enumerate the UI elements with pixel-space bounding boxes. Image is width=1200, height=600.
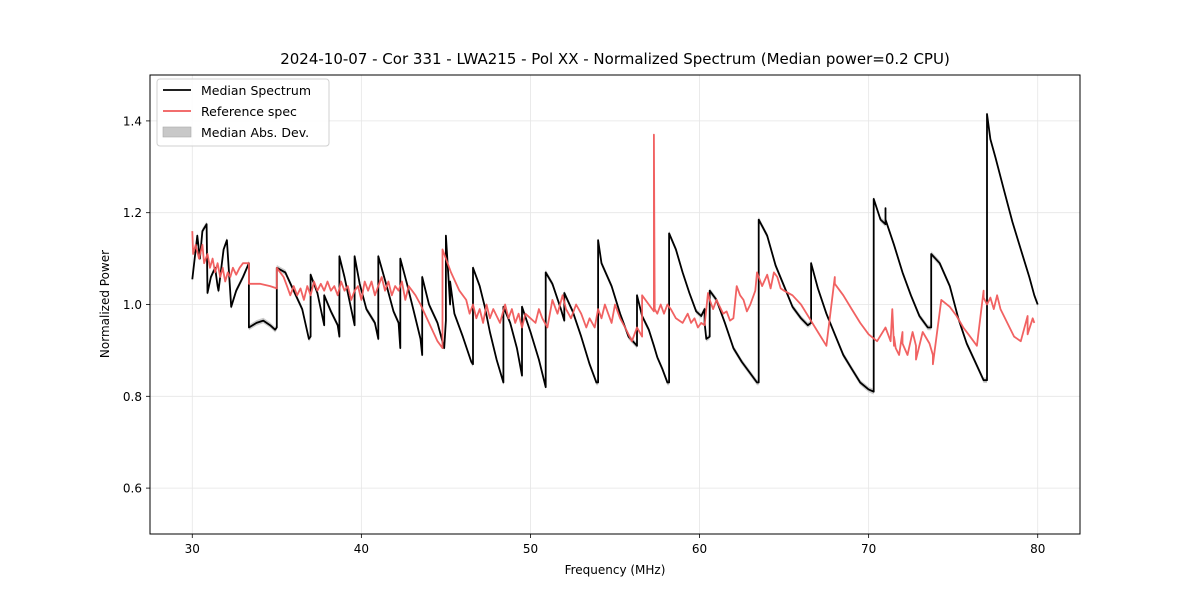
mad-band-area: [192, 111, 1038, 395]
legend-frame: [156, 78, 330, 147]
y-tick-label: 1.0: [123, 298, 142, 312]
x-tick-label: 70: [861, 542, 876, 556]
legend-label-median-spectrum: Median Spectrum: [201, 83, 311, 98]
legend: Median Spectrum Reference spec Median Ab…: [156, 78, 330, 147]
y-tick-label: 1.2: [123, 206, 142, 220]
x-axis-label: Frequency (MHz): [565, 563, 666, 577]
ticks: 30 40 50 60 70 80 0.6 0.8 1.0 1.2 1.4: [123, 114, 1045, 556]
x-tick-label: 30: [185, 542, 200, 556]
y-axis-label: Normalized Power: [98, 250, 112, 358]
x-tick-label: 80: [1030, 542, 1045, 556]
series-reference-spec: [191, 133, 1036, 366]
chart-title: 2024-10-07 - Cor 331 - LWA215 - Pol XX -…: [280, 50, 950, 68]
y-tick-label: 1.4: [123, 114, 142, 128]
legend-swatch-mad: [162, 126, 192, 138]
y-tick-label: 0.6: [123, 482, 142, 496]
series-group: [191, 113, 1039, 393]
x-tick-label: 40: [354, 542, 369, 556]
x-tick-label: 50: [523, 542, 538, 556]
legend-label-reference-spec: Reference spec: [201, 104, 297, 119]
mad-band: [192, 111, 1038, 395]
y-tick-label: 0.8: [123, 390, 142, 404]
legend-label-mad: Median Abs. Dev.: [201, 125, 309, 140]
series-median-spectrum: [191, 113, 1039, 393]
x-tick-label: 60: [692, 542, 707, 556]
